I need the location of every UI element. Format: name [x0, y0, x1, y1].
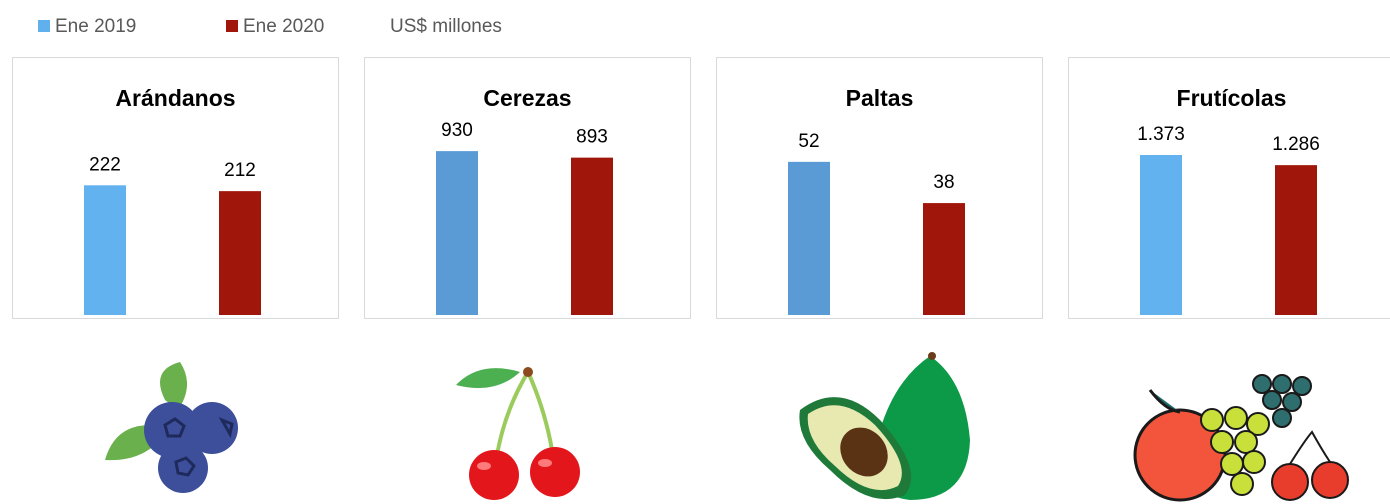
bar — [923, 203, 965, 315]
legend-swatch — [38, 20, 50, 32]
value-label: 222 — [89, 154, 121, 175]
bar — [219, 191, 261, 315]
bar — [1275, 165, 1317, 315]
chart-card: Paltas 52 38 — [716, 57, 1043, 319]
chart-card: Frutícolas 1.373 1.286 — [1068, 57, 1390, 319]
bar — [788, 161, 830, 315]
card-frame — [12, 57, 339, 319]
chart-title: Arándanos — [115, 85, 235, 111]
legend-label: Ene 2020 — [243, 16, 324, 37]
chart-title: Cerezas — [483, 85, 571, 111]
legend-label: Ene 2019 — [55, 16, 136, 37]
avocado-icon — [799, 352, 970, 500]
chart-title: Paltas — [846, 85, 914, 111]
card-frame — [716, 57, 1043, 319]
value-label: 893 — [576, 127, 608, 148]
bar — [571, 157, 613, 315]
value-label: 930 — [441, 120, 473, 141]
legend-swatch — [226, 20, 238, 32]
card-frame — [364, 57, 691, 319]
value-label: 38 — [933, 172, 954, 193]
value-label: 1.373 — [1137, 124, 1185, 145]
bar — [1140, 155, 1182, 315]
chart-title: Frutícolas — [1177, 85, 1287, 111]
chart-card: Cerezas 930 893 — [364, 57, 691, 319]
card-frame — [1068, 57, 1390, 319]
value-label: 52 — [798, 131, 819, 152]
cherry-icon — [456, 367, 580, 500]
blueberry-icon — [105, 362, 238, 493]
value-label: 1.286 — [1272, 134, 1320, 155]
fruits-icon — [1133, 374, 1349, 502]
bar — [84, 185, 126, 315]
chart-card: Arándanos 222 212 — [12, 57, 339, 319]
value-label: 212 — [224, 160, 256, 181]
unit-label: US$ millones — [390, 16, 502, 37]
bar — [436, 151, 478, 315]
